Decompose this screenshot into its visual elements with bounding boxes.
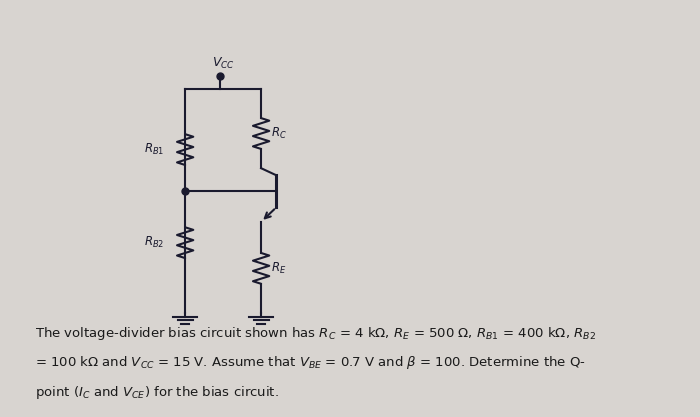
Text: $R_C$: $R_C$ bbox=[271, 126, 287, 141]
Text: = 100 k$\Omega$ and $V_{CC}$ = 15 V. Assume that $V_{BE}$ = 0.7 V and $\beta$ = : = 100 k$\Omega$ and $V_{CC}$ = 15 V. Ass… bbox=[35, 354, 586, 372]
Text: $R_E$: $R_E$ bbox=[271, 261, 286, 276]
Text: $V_{CC}$: $V_{CC}$ bbox=[212, 56, 234, 71]
Text: $R_{B2}$: $R_{B2}$ bbox=[144, 235, 164, 250]
Text: point ($I_C$ and $V_{CE}$) for the bias circuit.: point ($I_C$ and $V_{CE}$) for the bias … bbox=[35, 384, 279, 401]
Text: $R_{B1}$: $R_{B1}$ bbox=[144, 142, 164, 157]
Text: The voltage-divider bias circuit shown has $R_C$ = 4 k$\Omega$, $R_E$ = 500 $\Om: The voltage-divider bias circuit shown h… bbox=[35, 325, 596, 342]
